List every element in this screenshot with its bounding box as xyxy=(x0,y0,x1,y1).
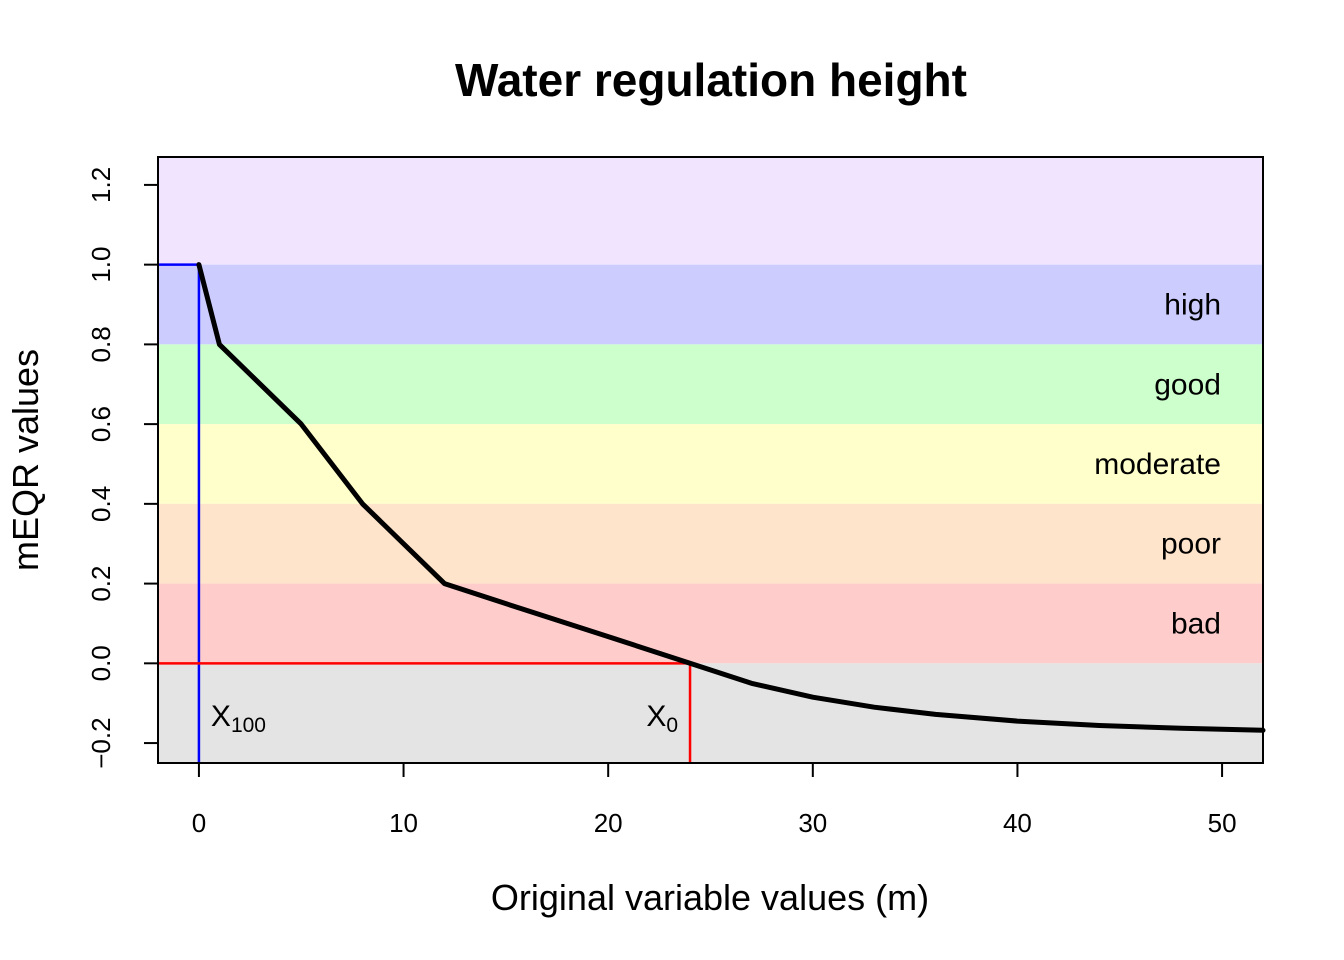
y-axis: −0.2 0.0 0.2 0.4 0.6 0.8 1.0 1.2 xyxy=(86,167,158,769)
series-line-0 xyxy=(196,262,1266,733)
x-tick-label-50: 50 xyxy=(1208,808,1237,838)
y-axis-label: mEQR values xyxy=(5,349,46,571)
band-label-moderate: moderate xyxy=(1094,448,1221,481)
band-region-0 xyxy=(158,157,1263,265)
band-label-bad: bad xyxy=(1171,607,1221,640)
band-region-6 xyxy=(158,663,1263,763)
band-label-poor: poor xyxy=(1161,528,1221,561)
band-poor xyxy=(158,503,1263,584)
band-moderate xyxy=(158,424,1263,504)
band-bad xyxy=(158,583,1263,664)
x-tick-label-40: 40 xyxy=(1003,808,1032,838)
chart-title: Water regulation height xyxy=(455,54,967,106)
band-label-high: high xyxy=(1164,289,1221,322)
y-tick-label-0: 0.0 xyxy=(86,645,116,681)
y-tick-label-0.4: 0.4 xyxy=(86,486,116,522)
y-tick-label-0.8: 0.8 xyxy=(86,326,116,362)
band-label-good: good xyxy=(1154,368,1221,401)
marker-label-x0: X0 xyxy=(646,700,678,737)
reference-lines: X100 X0 xyxy=(158,263,692,763)
y-tick-label-1: 1.0 xyxy=(86,247,116,283)
data-series xyxy=(196,262,1266,733)
y-tick-label-1.2: 1.2 xyxy=(86,167,116,203)
y-tick-label-0.2: 0.2 xyxy=(86,566,116,602)
y-tick-label-0.6: 0.6 xyxy=(86,406,116,442)
band-good xyxy=(158,344,1263,425)
quality-bands: high good moderate poor bad xyxy=(158,157,1263,763)
marker-label-x100: X100 xyxy=(211,700,266,737)
band-high xyxy=(158,264,1263,345)
x-tick-label-30: 30 xyxy=(798,808,827,838)
x-tick-label-20: 20 xyxy=(594,808,623,838)
x-axis-label: Original variable values (m) xyxy=(491,877,929,918)
x-tick-label-0: 0 xyxy=(192,808,206,838)
y-tick-label--0.2: −0.2 xyxy=(86,717,116,768)
x-tick-label-10: 10 xyxy=(389,808,418,838)
plot-frame xyxy=(157,156,1264,764)
x-axis: 0 10 20 30 40 50 xyxy=(192,763,1237,838)
